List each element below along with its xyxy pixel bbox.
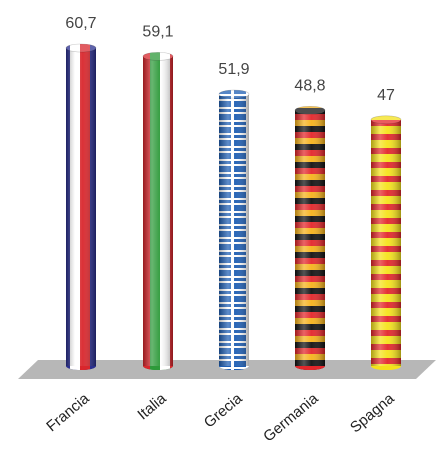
value-label-germania: 48,8: [294, 77, 325, 94]
bar-grecia: [218, 89, 250, 370]
bar-spagna: [370, 115, 402, 370]
value-label-spagna: 47: [377, 87, 395, 104]
value-label-italia: 59,1: [142, 23, 173, 40]
category-label-grecia: Grecia: [201, 390, 246, 432]
bar-germania: [294, 106, 326, 370]
value-label-francia: 60,7: [65, 15, 96, 32]
category-label-francia: Francia: [43, 390, 93, 436]
category-label-italia: Italia: [134, 390, 170, 424]
bar-francia: [65, 43, 97, 370]
category-label-germania: Germania: [260, 390, 322, 446]
category-label-spagna: Spagna: [347, 390, 398, 437]
bar-italia: [142, 52, 174, 370]
value-label-grecia: 51,9: [218, 61, 249, 78]
